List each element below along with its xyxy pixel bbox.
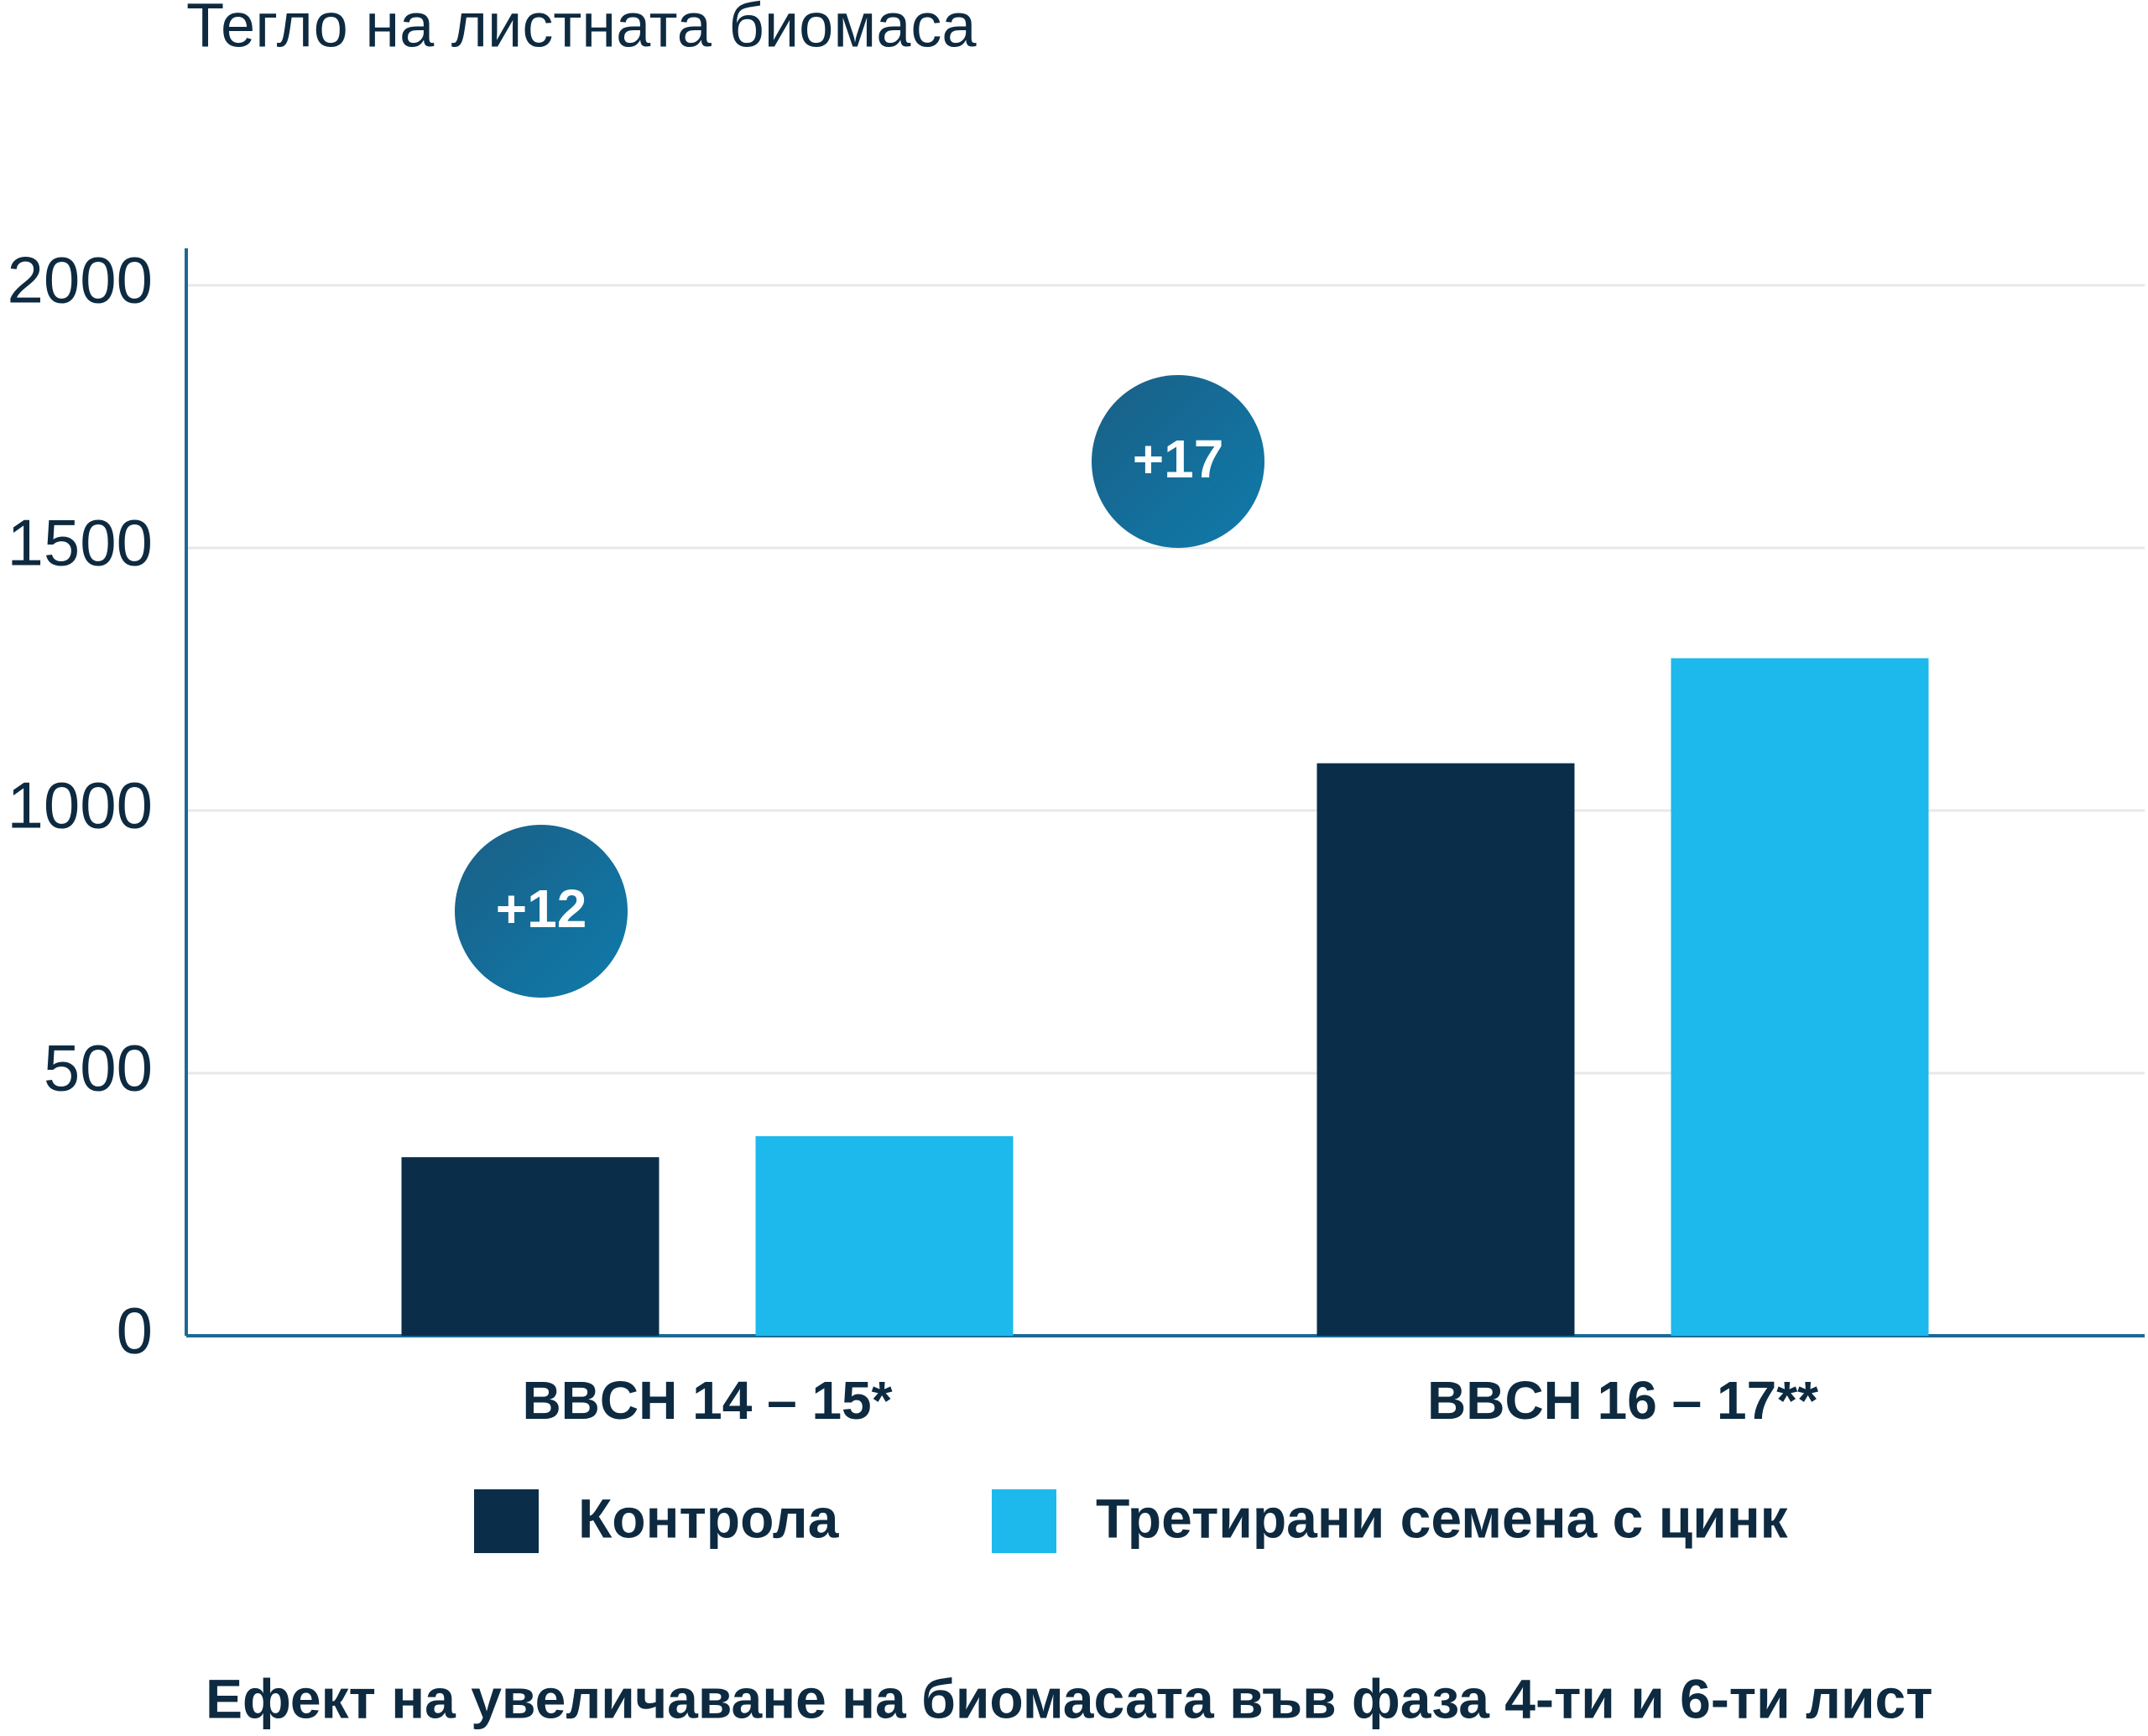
y-tick-label: 1000 [7,769,153,842]
annotation: +17 [1133,429,1224,489]
legend-label: Контрола [578,1487,840,1549]
x-tick-label: BBCH 14 – 15* [522,1370,892,1431]
bar [1316,763,1575,1336]
y-tick-label: 500 [44,1031,153,1105]
legend-swatch [474,1489,539,1553]
bar [1671,658,1929,1336]
y-tick-label: 1500 [7,506,153,580]
annotation-bubble [1092,375,1264,548]
bar [401,1157,660,1336]
y-tick-label: 0 [117,1294,153,1368]
annotation-bubble [455,825,628,998]
legend-swatch [992,1489,1056,1553]
y-tick-label: 2000 [7,243,153,317]
chart-caption: Ефект на увеличаване на биомасата във фа… [206,1667,1933,1729]
annotation: +12 [496,878,587,939]
bar [755,1136,1014,1336]
legend-label: Третирани семена с цинк [1096,1487,1789,1549]
chart-title: Тегло на листната биомаса [186,0,977,60]
x-tick-label: BBCH 16 – 17** [1427,1370,1818,1431]
